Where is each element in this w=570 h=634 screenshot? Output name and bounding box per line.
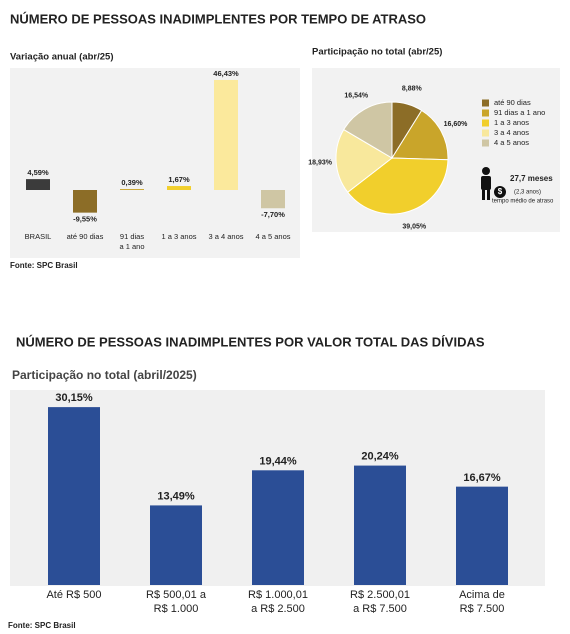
value-label: 19,44% <box>259 455 297 467</box>
x-tick-label: R$ 7.500 <box>460 603 505 615</box>
panel <box>10 68 300 258</box>
value-label: 46,43% <box>213 69 239 78</box>
x-tick-label: a 1 ano <box>119 242 144 251</box>
bar <box>73 190 97 213</box>
x-tick-label: R$ 500,01 a <box>146 589 207 601</box>
x-tick-label: R$ 1.000,01 <box>248 589 308 601</box>
pie-slice <box>335 128 393 193</box>
x-tick-label: 3 a 4 anos <box>208 232 243 241</box>
heading: NÚMERO DE PESSOAS INADIMPLENTES POR VALO… <box>16 334 485 349</box>
legend-label: até 90 dias <box>494 98 531 107</box>
svg-text:$: $ <box>498 187 503 196</box>
x-tick-label: 91 dias <box>120 232 144 241</box>
x-tick-label: Acima de <box>459 589 505 601</box>
value-label: 16,67% <box>463 472 501 484</box>
bar <box>150 505 202 585</box>
x-tick-label: até 90 dias <box>67 232 104 241</box>
value-label: 13,49% <box>157 491 195 503</box>
legend-swatch <box>482 99 489 107</box>
bar <box>214 79 238 190</box>
x-tick-label: 1 a 3 anos <box>161 232 196 241</box>
value-label: 20,24% <box>361 451 399 463</box>
x-tick-label: a R$ 2.500 <box>251 603 305 615</box>
value-label: 16,60% <box>444 121 469 128</box>
legend-swatch <box>482 129 489 137</box>
x-tick-label: BRASIL <box>25 232 52 241</box>
x-tick-label: 4 a 5 anos <box>255 232 290 241</box>
annotation: 27,7 meses <box>510 174 553 183</box>
value-label: 1,67% <box>168 175 190 184</box>
source: Fonte: SPC Brasil <box>10 261 78 270</box>
bar <box>26 179 50 190</box>
value-label: -7,70% <box>261 210 285 219</box>
legend-swatch <box>482 139 489 147</box>
value-label: -9,55% <box>73 214 97 223</box>
x-tick-label: R$ 1.000 <box>154 603 199 615</box>
x-tick-label: R$ 2.500,01 <box>350 589 410 601</box>
legend-swatch <box>482 109 489 117</box>
pie-slice <box>343 101 393 159</box>
value-label: 30,15% <box>55 392 93 404</box>
bar <box>261 190 285 209</box>
bar <box>252 470 304 585</box>
person-icon: $ <box>481 167 506 200</box>
value-label: 4,59% <box>27 168 49 177</box>
annotation: (2,3 anos) <box>514 190 541 196</box>
bar <box>167 186 191 190</box>
legend-swatch <box>482 119 489 127</box>
pie-slice <box>346 157 449 215</box>
x-tick-label: Até R$ 500 <box>46 589 101 601</box>
chart-title: Participação no total (abr/25) <box>312 47 442 58</box>
chart-title: Variação anual (abr/25) <box>10 52 114 63</box>
value-label: 39,05% <box>402 223 427 230</box>
heading: NÚMERO DE PESSOAS INADIMPLENTES POR TEMP… <box>10 11 426 26</box>
x-tick-label: a R$ 7.500 <box>353 603 407 615</box>
bar <box>456 486 508 585</box>
value-label: 8,88% <box>402 86 423 93</box>
legend-label: 1 a 3 anos <box>494 118 529 127</box>
legend-label: 91 dias a 1 ano <box>494 108 545 117</box>
legend-label: 4 a 5 anos <box>494 138 529 147</box>
chart-title: Participação no total (abril/2025) <box>12 368 197 382</box>
pie-slice <box>391 109 449 161</box>
value-label: 0,39% <box>121 178 143 187</box>
value-label: 18,93% <box>308 159 333 166</box>
bar <box>120 189 144 190</box>
bar <box>48 407 100 585</box>
legend-label: 3 a 4 anos <box>494 128 529 137</box>
source: Fonte: SPC Brasil <box>8 621 76 630</box>
annotation: tempo médio de atraso <box>492 199 554 205</box>
bar <box>354 465 406 585</box>
value-label: 16,54% <box>344 92 369 99</box>
